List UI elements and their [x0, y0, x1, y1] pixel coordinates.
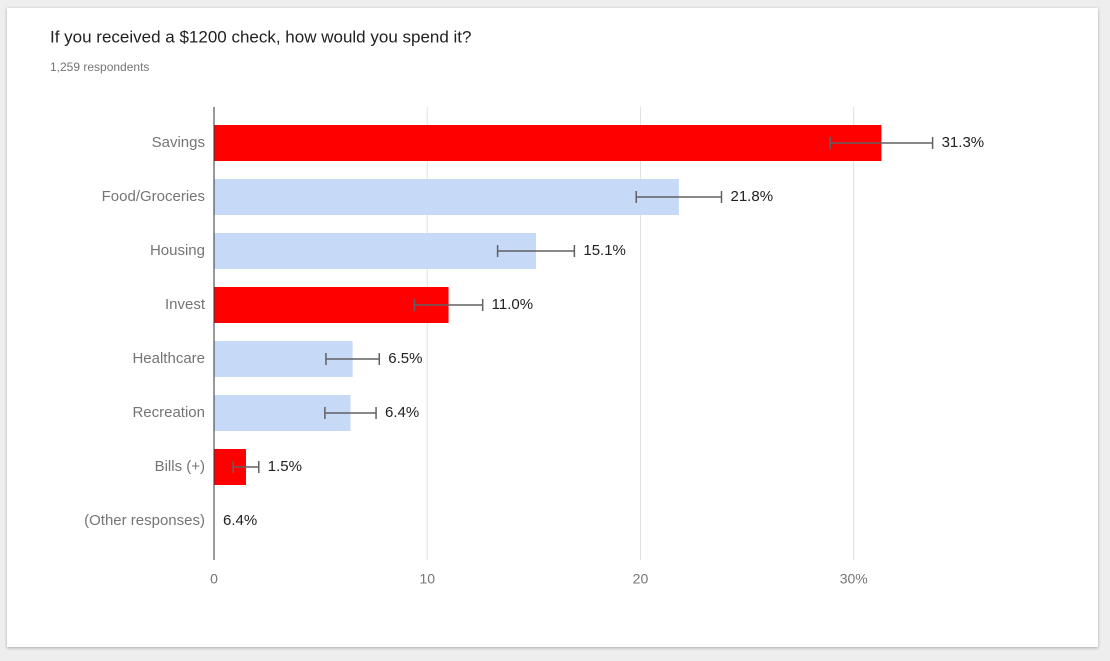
value-label: 6.5%	[388, 350, 422, 367]
value-label: 31.3%	[942, 134, 985, 151]
card	[7, 8, 1098, 647]
bar	[214, 125, 882, 161]
value-label: 11.0%	[492, 296, 533, 313]
x-tick-label: 0	[210, 571, 218, 587]
y-tick-label: Food/Groceries	[102, 188, 205, 205]
y-tick-label: (Other responses)	[84, 512, 205, 529]
y-tick-label: Invest	[165, 296, 206, 313]
chart-title: If you received a $1200 check, how would…	[50, 27, 472, 46]
value-label: 21.8%	[731, 188, 774, 205]
x-tick-label: 10	[419, 571, 435, 587]
y-tick-label: Bills (+)	[155, 458, 205, 475]
chart-subtitle: 1,259 respondents	[50, 60, 149, 74]
y-tick-label: Recreation	[132, 404, 205, 421]
y-tick-label: Healthcare	[132, 350, 205, 367]
bar	[214, 179, 679, 215]
bar	[214, 287, 449, 323]
value-label: 1.5%	[268, 458, 302, 475]
value-label: 6.4%	[223, 512, 257, 529]
bar	[214, 233, 536, 269]
x-tick-label: 20	[633, 571, 649, 587]
y-tick-label: Savings	[152, 134, 205, 151]
value-label: 6.4%	[385, 404, 419, 421]
y-tick-label: Housing	[150, 242, 205, 259]
value-label: 15.1%	[583, 242, 626, 259]
x-tick-label: 30%	[840, 571, 868, 587]
